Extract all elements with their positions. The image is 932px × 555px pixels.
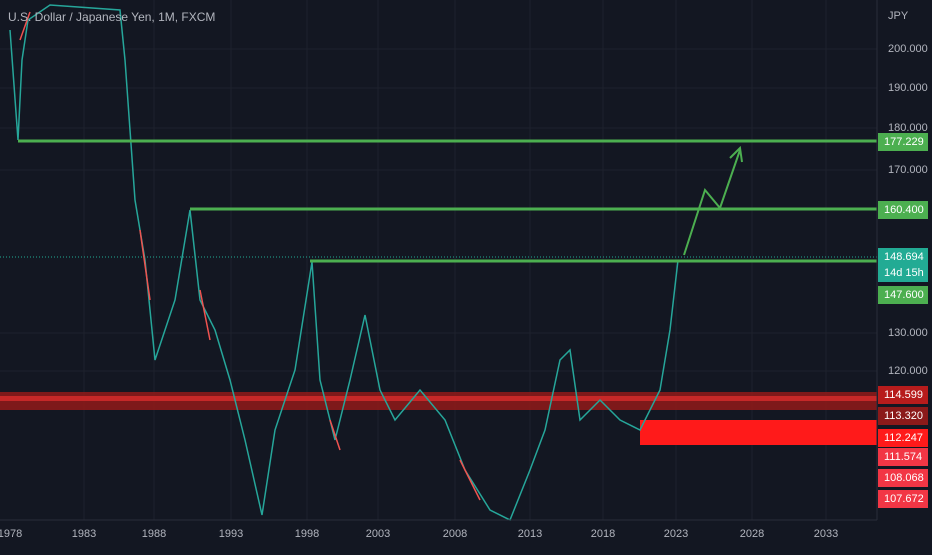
support-box (640, 420, 877, 445)
time-label: 2013 (518, 528, 542, 540)
price-tag-bg (878, 469, 928, 487)
price-tag-bg (878, 248, 928, 266)
price-trace (9, 4, 679, 522)
price-tag: 108.068 (884, 472, 924, 484)
axis-unit: JPY (888, 10, 909, 22)
price-tag-bg (878, 201, 928, 219)
price-tag: 112.247 (884, 432, 923, 444)
price-tag: 147.600 (884, 289, 924, 301)
time-label: 2003 (366, 528, 390, 540)
time-label: 1998 (295, 528, 319, 540)
price-tag-bg (878, 429, 928, 447)
time-label: 1993 (219, 528, 243, 540)
price-label: 130.000 (888, 327, 928, 339)
price-tag-bg (878, 407, 928, 425)
time-label: 2023 (664, 528, 688, 540)
price-labels: 200.000 190.000 180.000 170.000 130.000 120.0… (888, 43, 928, 377)
price-label: 170.000 (888, 164, 928, 176)
time-label: 1978 (0, 528, 22, 540)
price-tag: 111.574 (884, 451, 922, 463)
resistance-lines (18, 139, 877, 263)
symbol-title: U.S. Dollar / Japanese Yen, 1M, FXCM (8, 10, 215, 24)
time-label: 2018 (591, 528, 615, 540)
price-tag-bg (878, 448, 928, 466)
time-label: 2028 (740, 528, 764, 540)
price-tag: 177.229 (884, 136, 924, 148)
price-tag-bg (878, 264, 928, 282)
projection-arrow (683, 145, 743, 256)
price-label: 120.000 (888, 365, 928, 377)
price-tag: 148.694 (884, 251, 924, 263)
price-tag-bg (878, 133, 928, 151)
time-labels: 1978 1983 1988 1993 1998 2003 2008 2013 2018 2023… (0, 528, 838, 540)
time-label: 2033 (814, 528, 838, 540)
price-tag: 113.320 (884, 410, 923, 422)
time-label: 2008 (443, 528, 467, 540)
price-label: 190.000 (888, 82, 928, 94)
price-tags: 177.229 160.400 148.694 14d 15h 147.600 114.5… (878, 133, 928, 508)
price-tag-bg (878, 386, 928, 404)
price-tag: 14d 15h (884, 267, 924, 279)
price-tag-bg (878, 490, 928, 508)
time-label: 1988 (142, 528, 166, 540)
price-label: 180.000 (888, 122, 928, 134)
support-zone-core (0, 396, 877, 401)
price-trace-down (19, 11, 481, 501)
price-label: 200.000 (888, 43, 928, 55)
price-tag: 160.400 (884, 204, 924, 216)
price-tag-bg (878, 286, 928, 304)
time-label: 1983 (72, 528, 96, 540)
price-tag: 114.599 (884, 389, 923, 401)
price-tag: 107.672 (884, 493, 924, 505)
